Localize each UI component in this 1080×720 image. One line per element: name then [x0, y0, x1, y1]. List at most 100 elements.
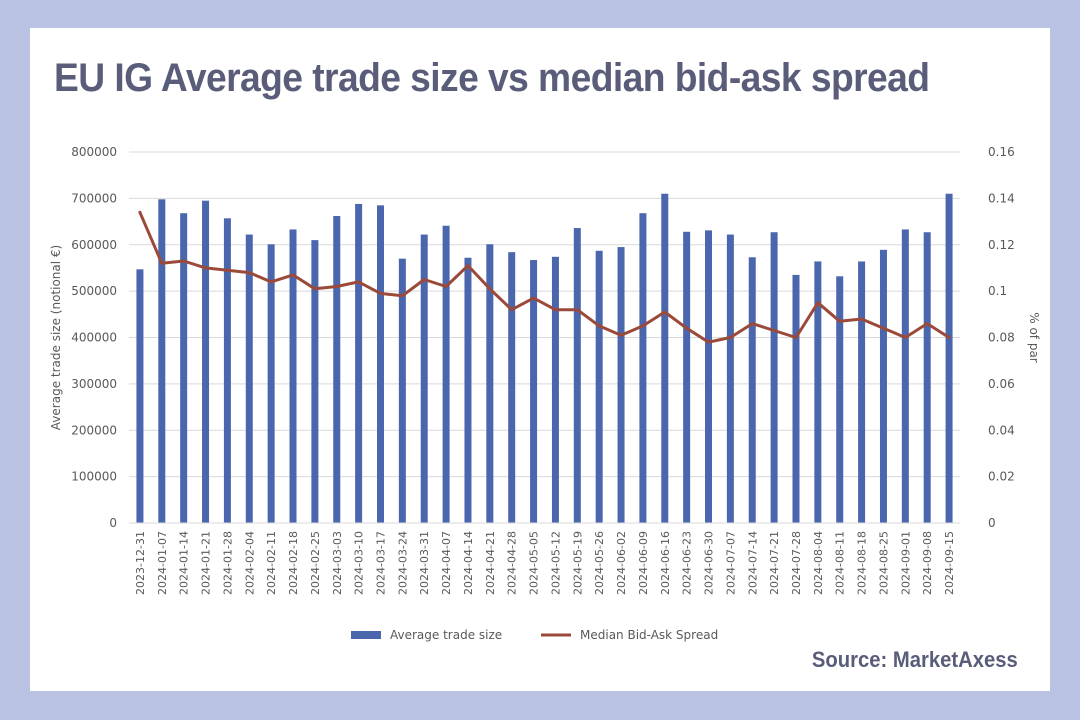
y2-tick-label: 0.08: [988, 331, 1015, 345]
bar: [617, 247, 625, 523]
y2-tick-label: 0.14: [988, 191, 1015, 205]
spread-point: [444, 284, 448, 288]
x-tick-label: 2024-03-10: [353, 531, 366, 595]
spread-point: [160, 261, 164, 265]
spread-point: [291, 273, 295, 277]
bar: [202, 200, 210, 523]
x-tick-label: 2024-06-16: [659, 531, 672, 595]
bar: [595, 250, 603, 523]
x-tick-label: 2024-06-02: [615, 531, 628, 595]
x-tick-label: 2024-03-03: [331, 531, 344, 595]
bar: [136, 269, 144, 523]
y-tick-label: 800000: [71, 145, 117, 159]
x-tick-label: 2024-03-17: [374, 531, 387, 595]
spread-point: [816, 301, 820, 305]
spread-point: [182, 259, 186, 263]
bar: [923, 232, 931, 523]
bar: [661, 193, 669, 524]
bar: [836, 276, 844, 523]
x-tick-label: 2024-07-28: [790, 531, 803, 595]
bar: [683, 231, 691, 523]
x-tick-label: 2024-05-26: [593, 531, 606, 595]
spread-point: [138, 210, 142, 214]
spread-point: [400, 294, 404, 298]
bar: [420, 234, 428, 524]
spread-point: [663, 310, 667, 314]
y-tick-label: 700000: [71, 191, 117, 205]
y-tick-label: 600000: [71, 238, 117, 252]
spread-point: [422, 278, 426, 282]
spread-point: [947, 336, 951, 339]
bar: [508, 252, 516, 524]
spread-point: [553, 308, 557, 312]
chart-svg: 0 0 100000 0.02 200000 0.04 300000 0.06 400000 0.…: [49, 145, 1041, 642]
spread-point: [838, 319, 842, 323]
chart-card: 0 0 100000 0.02 200000 0.04 300000 0.06 400000 0.…: [30, 28, 1050, 691]
spread-point: [925, 322, 929, 326]
spread-point: [575, 308, 579, 312]
spread-point: [860, 317, 864, 321]
legend: Average trade size Median Bid-Ask Spread: [351, 628, 718, 642]
y2-axis-label: % of par: [1027, 312, 1041, 363]
x-tick-label: 2024-09-08: [921, 531, 934, 595]
bar: [464, 257, 472, 523]
x-tick-label: 2024-04-28: [506, 531, 519, 595]
source-credit: Source: MarketAxess: [812, 647, 1018, 672]
bar: [158, 199, 166, 524]
bar: [223, 218, 231, 523]
x-tick-label: 2024-02-11: [265, 531, 278, 595]
spread-point: [357, 280, 361, 284]
y2-tick-label: 0.12: [988, 238, 1015, 252]
x-tick-label: 2024-07-21: [768, 531, 781, 595]
x-tick-label: 2024-07-14: [746, 531, 759, 595]
bar: [792, 274, 800, 523]
spread-point: [466, 264, 470, 268]
x-tick-label: 2024-06-30: [703, 531, 716, 595]
bar: [333, 215, 341, 523]
bar: [442, 225, 450, 523]
spread-point: [488, 287, 492, 291]
spread-point: [247, 271, 251, 275]
x-tick-label: 2024-07-07: [724, 531, 737, 595]
bar: [814, 261, 822, 523]
bar: [180, 213, 188, 523]
x-tick-label: 2024-03-31: [418, 531, 431, 595]
bar: [770, 232, 778, 523]
bar: [573, 228, 581, 523]
x-tick-label: 2024-06-09: [637, 531, 650, 595]
x-tick-label: 2024-04-07: [440, 531, 453, 595]
bar: [858, 261, 866, 523]
x-tick-label: 2024-01-21: [200, 531, 213, 595]
bar: [355, 203, 363, 523]
y-tick-label: 400000: [71, 331, 117, 345]
bar: [705, 230, 713, 523]
bar: [639, 213, 647, 523]
y2-tick-label: 0: [988, 516, 996, 530]
spread-point: [204, 266, 208, 270]
bar: [486, 244, 494, 523]
bar: [879, 249, 887, 523]
spread-point: [619, 333, 623, 337]
spread-point: [685, 326, 689, 330]
x-tick-label: 2024-08-18: [856, 531, 869, 595]
x-tick-label: 2024-02-18: [287, 531, 300, 595]
x-tick-label: 2024-08-25: [877, 531, 890, 595]
x-tick-label: 2024-04-21: [484, 531, 497, 595]
bar: [551, 256, 559, 523]
bar: [376, 205, 384, 524]
x-tick-label: 2024-03-24: [396, 531, 409, 595]
y-tick-label: 500000: [71, 284, 117, 298]
bar: [726, 234, 734, 524]
x-tick-label: 2024-01-28: [221, 531, 234, 595]
y2-tick-label: 0.04: [988, 423, 1015, 437]
spread-point: [728, 336, 732, 339]
x-tick-label: 2024-02-04: [243, 531, 256, 595]
x-tick-label: 2024-02-25: [309, 531, 322, 595]
y-axis-label: Average trade size (notional €): [49, 245, 63, 430]
bar: [311, 240, 319, 524]
x-tick-label: 2024-09-01: [899, 531, 912, 595]
spread-point: [707, 340, 711, 344]
bar: [289, 229, 297, 524]
x-tick-label: 2024-08-11: [834, 531, 847, 595]
spread-point: [313, 287, 317, 291]
